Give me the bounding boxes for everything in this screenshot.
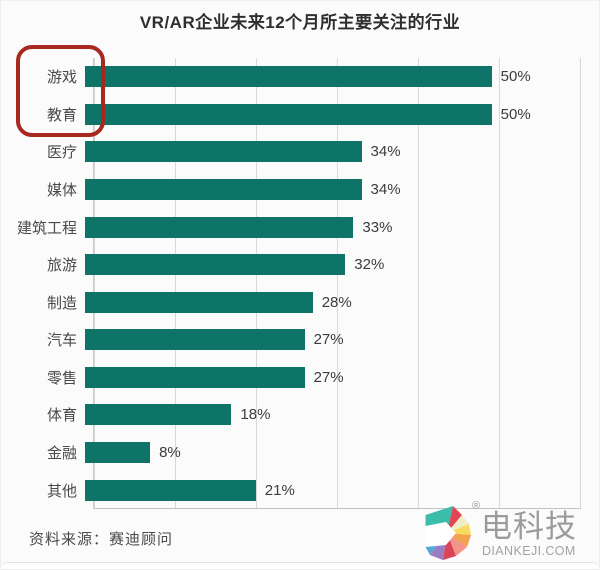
value-label: 34% xyxy=(370,143,401,161)
chart-title: VR/AR企业未来12个月所主要关注的行业 xyxy=(139,13,461,32)
category-label: 教育 xyxy=(46,106,77,124)
chart-row: 媒体 34% xyxy=(1,171,600,209)
value-label: 27% xyxy=(313,331,344,349)
value-label: 18% xyxy=(240,406,271,424)
chart-row: 医疗 34% xyxy=(1,133,600,171)
category-label: 金融 xyxy=(46,445,77,463)
bar-track: 27% xyxy=(85,359,573,397)
category-label: 制造 xyxy=(46,294,77,312)
category-label: 其他 xyxy=(46,482,77,500)
value-label: 50% xyxy=(500,68,531,86)
bar xyxy=(85,103,492,125)
value-label: 32% xyxy=(354,256,385,274)
bar-track: 32% xyxy=(85,246,573,284)
category-label: 体育 xyxy=(46,407,77,425)
value-label: 21% xyxy=(264,481,295,499)
bar xyxy=(85,291,313,313)
category-label: 旅游 xyxy=(46,257,77,275)
brand-name: 电科技 xyxy=(481,509,577,544)
bar xyxy=(85,329,305,351)
bar-track: 50% xyxy=(85,58,573,96)
category-label: 医疗 xyxy=(46,144,77,162)
chart-row: 旅游 32% xyxy=(1,246,600,284)
bar-track: 34% xyxy=(85,133,573,171)
source-note: 资料来源：赛迪顾问 xyxy=(29,531,174,548)
bar xyxy=(85,479,256,501)
chart-row: 游戏 50% xyxy=(1,58,600,96)
chart-row: 教育 50% xyxy=(1,96,600,134)
category-label: 游戏 xyxy=(46,69,77,87)
chart-row: 制造 28% xyxy=(1,283,600,321)
registered-trademark-symbol: ® xyxy=(472,500,481,512)
value-label: 34% xyxy=(370,181,401,199)
plot-gridlines xyxy=(93,58,581,509)
bar-track: 27% xyxy=(85,321,573,359)
bar-track: 50% xyxy=(85,96,573,134)
bar xyxy=(85,216,354,238)
bar xyxy=(85,404,232,426)
category-label: 媒体 xyxy=(46,182,77,200)
bar xyxy=(85,66,492,88)
watermark-logo-group: ® 电科技 DIANKEJI.COM xyxy=(423,500,599,566)
category-label: 零售 xyxy=(46,369,77,387)
bar xyxy=(85,366,305,388)
chart-row: 零售 27% xyxy=(1,359,600,397)
category-label: 汽车 xyxy=(46,332,77,350)
bar-track: 21% xyxy=(85,471,573,509)
value-label: 33% xyxy=(362,218,393,236)
highlight-annotation-box xyxy=(16,45,105,137)
chart-row: 汽车 27% xyxy=(1,321,600,359)
bar xyxy=(85,254,346,276)
bar-track: 8% xyxy=(85,434,573,472)
pinwheel-d-logo-icon xyxy=(425,506,471,560)
value-label: 8% xyxy=(159,444,181,462)
value-label: 28% xyxy=(321,293,352,311)
bar-track: 28% xyxy=(85,283,573,321)
bar xyxy=(85,442,151,464)
bottom-page-strip xyxy=(1,562,599,569)
category-label: 建筑工程 xyxy=(16,219,77,237)
chart-row: 建筑工程 33% xyxy=(1,208,600,246)
bar-track: 18% xyxy=(85,396,573,434)
bar-track: 33% xyxy=(85,208,573,246)
bar xyxy=(85,179,362,201)
value-label: 27% xyxy=(313,368,344,386)
chart-row: 体育 18% xyxy=(1,396,600,434)
bar xyxy=(85,141,362,163)
bar-track: 34% xyxy=(85,171,573,209)
value-label: 50% xyxy=(500,105,531,123)
brand-domain: DIANKEJI.COM xyxy=(482,544,576,558)
bar-chart-rows: 游戏 50% 教育 50% 医疗 34% 媒体 34% 建筑工程 33% xyxy=(1,58,600,509)
chart-row: 金融 8% xyxy=(1,434,600,472)
chart-row: 其他 21% xyxy=(1,471,600,509)
